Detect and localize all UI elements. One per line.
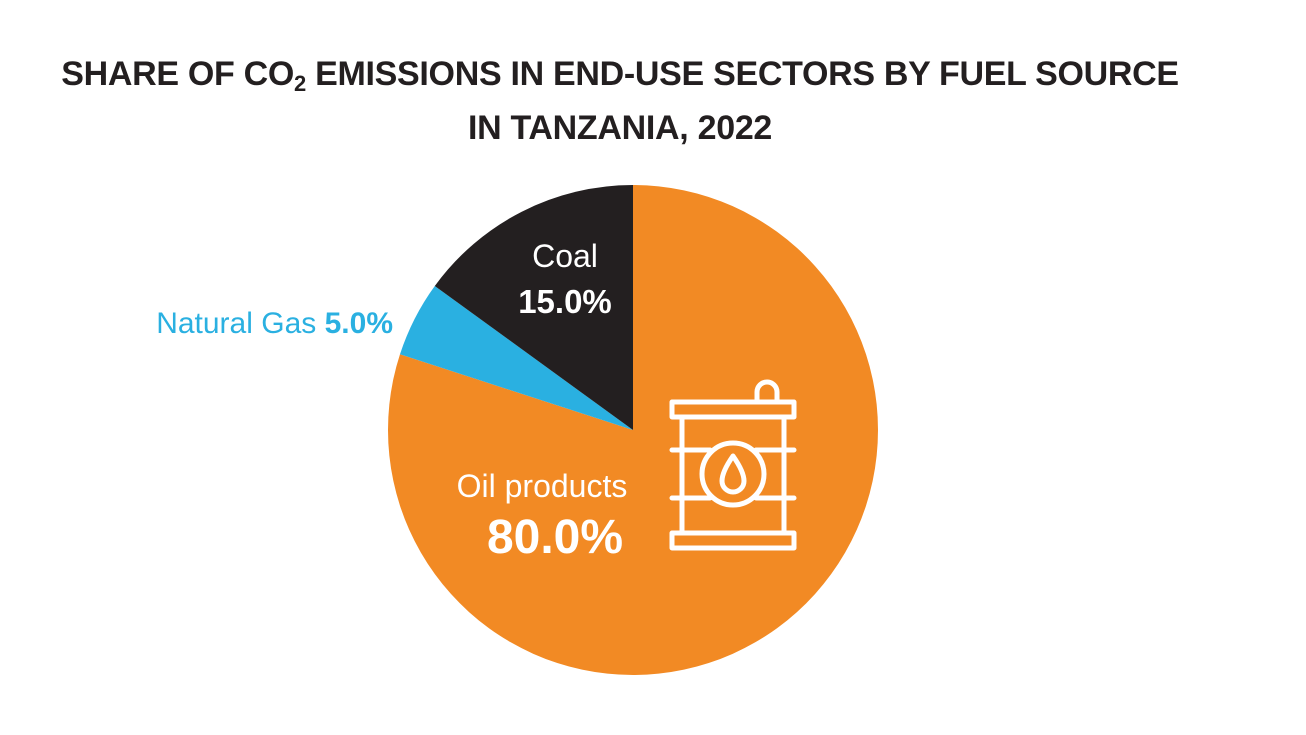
pie-slices (387, 185, 878, 675)
oil-barrel-icon (669, 379, 797, 551)
chart-title: SHARE OF CO2 EMISSIONS IN END-USE SECTOR… (0, 52, 1240, 150)
title-subscript: 2 (294, 71, 306, 96)
coal-value: 15.0% (518, 283, 612, 320)
oil-products-value: 80.0% (487, 511, 623, 564)
natural-gas-legend: Natural Gas 5.0% (156, 307, 393, 340)
title-text-b: EMISSIONS IN END-USE SECTORS BY FUEL SOU… (305, 55, 1179, 93)
pie-slice-natural-gas (399, 285, 633, 430)
pie-slice-coal (434, 185, 633, 430)
chart-title-line1: SHARE OF CO2 EMISSIONS IN END-USE SECTOR… (0, 52, 1240, 106)
chart-title-line2: IN TANZANIA, 2022 (467, 109, 773, 147)
natural-gas-value: 5.0% (325, 307, 393, 340)
natural-gas-label: Natural Gas (156, 307, 316, 340)
coal-label: Coal (532, 238, 598, 274)
pie-slice-oil-products (387, 185, 878, 675)
oil-products-label: Oil products (457, 468, 628, 504)
title-text-a: SHARE OF CO (61, 55, 295, 93)
